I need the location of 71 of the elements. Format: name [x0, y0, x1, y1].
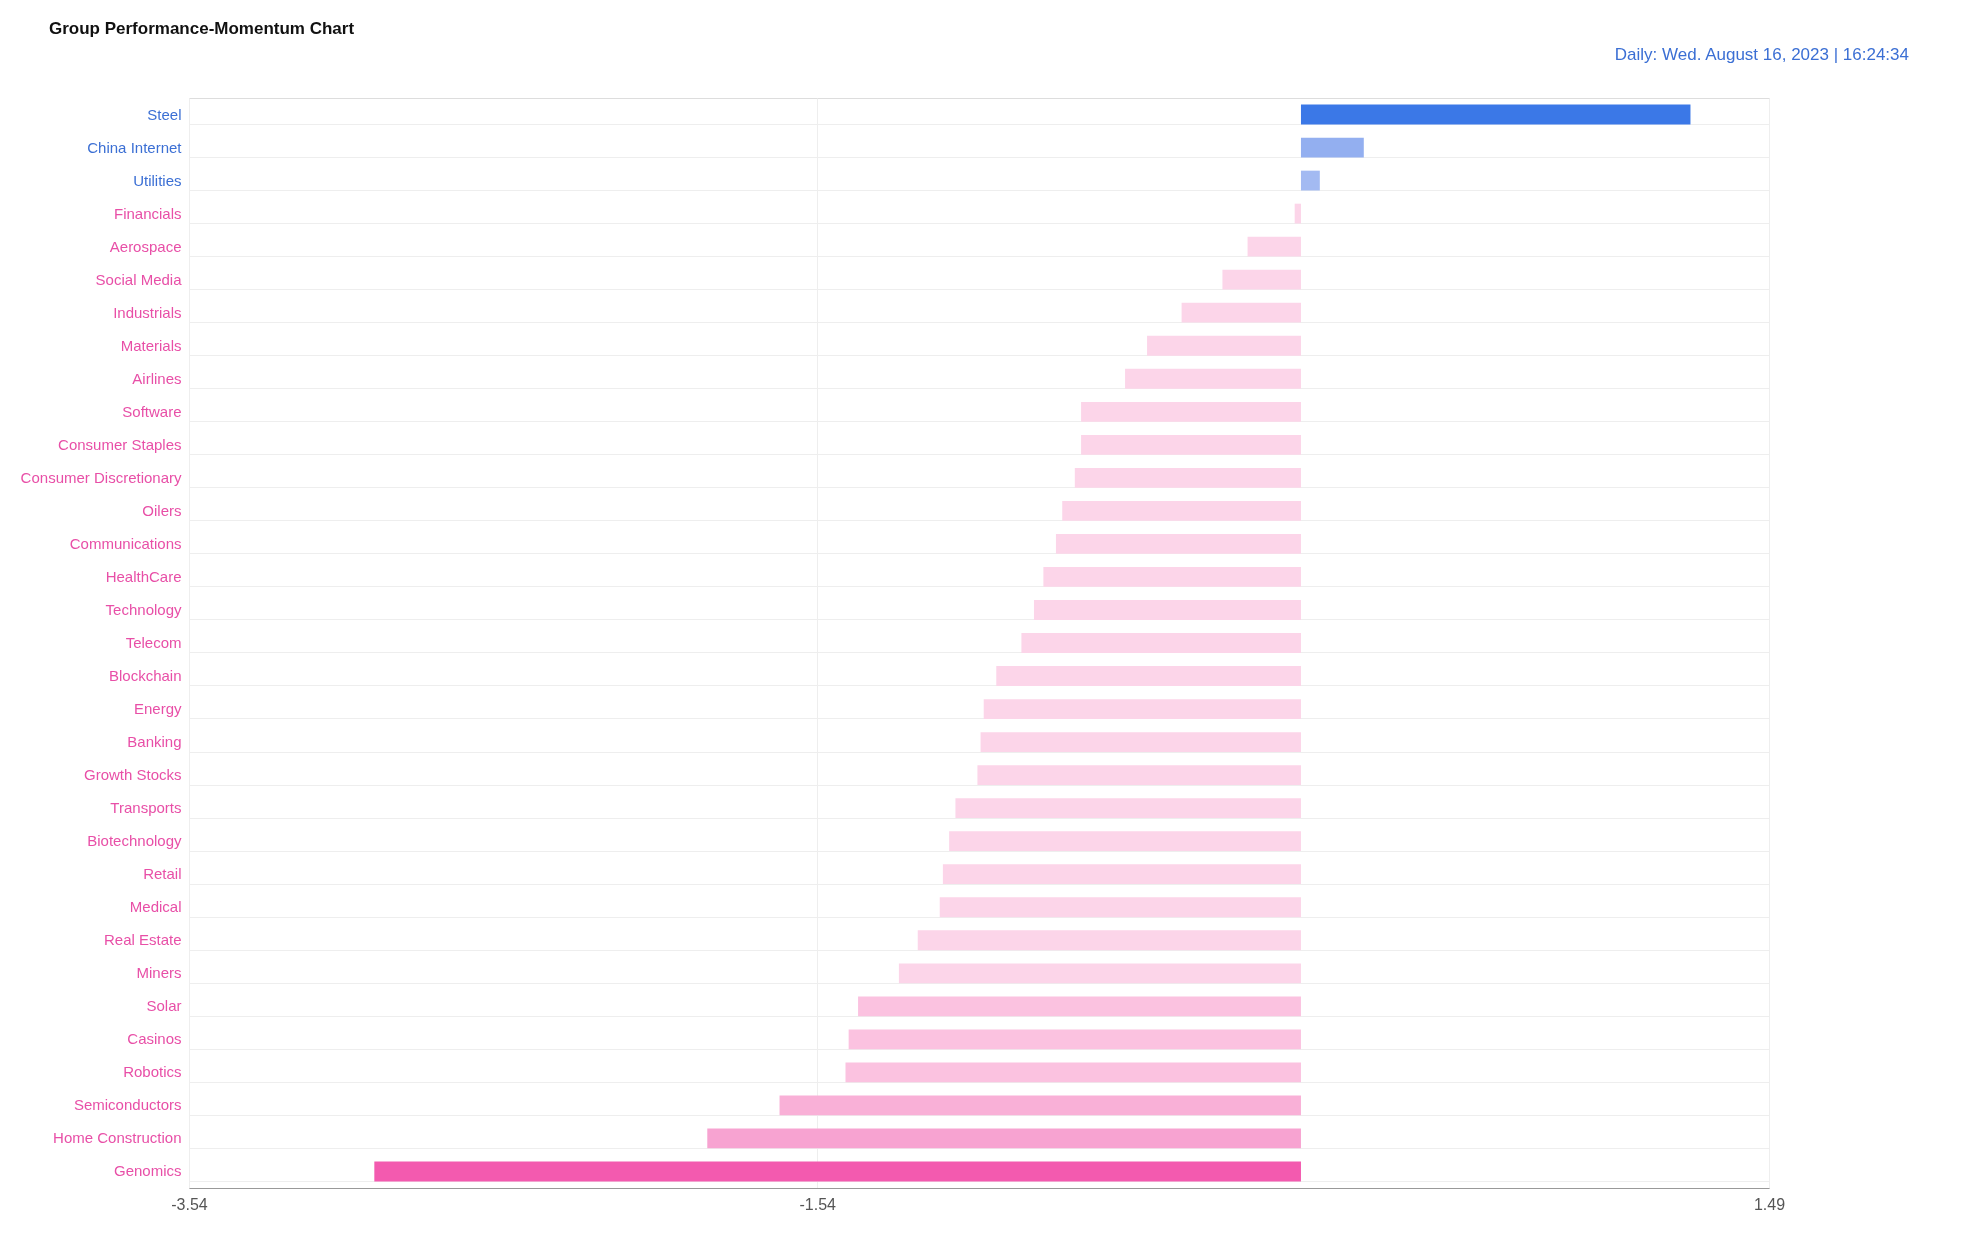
bar	[1062, 500, 1301, 521]
y-tick-label: China Internet	[87, 138, 183, 156]
y-tick-label: Growth Stocks	[83, 766, 182, 784]
y-tick-label: Industrials	[113, 303, 182, 321]
y-tick-label: Robotics	[123, 1063, 182, 1081]
bar	[1147, 335, 1301, 356]
bar	[1055, 534, 1301, 554]
bar	[845, 1062, 1301, 1083]
y-tick-label: HealthCare	[105, 567, 182, 585]
bar	[1247, 236, 1301, 257]
bar	[1043, 567, 1301, 587]
bar	[942, 864, 1301, 885]
y-tick-label: Banking	[127, 733, 182, 751]
bar	[1021, 633, 1301, 653]
y-tick-label: Miners	[136, 964, 182, 982]
y-tick-label: Genomics	[113, 1162, 182, 1180]
chart-subtitle: Daily: Wed. August 16, 2023 | 16:24:34	[1614, 45, 1909, 64]
y-tick-label: Real Estate	[103, 931, 182, 949]
bar	[1081, 401, 1301, 422]
bar	[1300, 104, 1691, 125]
bar	[1222, 269, 1301, 290]
y-tick-label: Solar	[146, 997, 182, 1015]
bar	[917, 930, 1301, 951]
y-tick-label: Consumer Discretionary	[20, 468, 182, 486]
y-tick-label: Semiconductors	[73, 1096, 182, 1114]
x-tick-label: -1.54	[799, 1195, 837, 1213]
bar	[898, 963, 1301, 984]
bar	[996, 666, 1301, 686]
y-tick-label: Materials	[120, 336, 182, 354]
bar	[1081, 434, 1301, 455]
bar	[949, 831, 1301, 852]
bar	[848, 1029, 1301, 1050]
y-tick-label: Home Construction	[53, 1129, 182, 1147]
y-tick-label: Social Media	[95, 270, 183, 288]
bar	[1294, 203, 1301, 224]
y-tick-label: Airlines	[132, 369, 182, 387]
bar	[955, 798, 1301, 819]
y-tick-label: Blockchain	[108, 667, 182, 685]
y-tick-label: Oilers	[142, 501, 182, 519]
y-tick-label: Casinos	[127, 1030, 182, 1048]
y-tick-label: Medical	[129, 898, 182, 916]
bar	[983, 699, 1301, 719]
chart-title: Group Performance-Momentum Chart	[49, 19, 355, 38]
bar	[1125, 368, 1301, 389]
y-tick-label: Telecom	[125, 634, 182, 651]
y-tick-label: Retail	[143, 865, 182, 883]
y-tick-label: Aerospace	[109, 237, 182, 255]
bar	[374, 1161, 1301, 1182]
bar	[1181, 302, 1301, 323]
bar	[980, 732, 1301, 752]
bar	[1300, 170, 1320, 191]
x-tick-label: 1.49	[1753, 1195, 1786, 1213]
y-tick-label: Utilities	[133, 171, 182, 189]
bar	[707, 1128, 1301, 1149]
y-tick-label: Software	[122, 402, 182, 420]
bar	[779, 1095, 1301, 1116]
bar	[1074, 467, 1301, 488]
bar	[1300, 137, 1364, 158]
y-tick-label: Biotechnology	[87, 832, 182, 850]
y-tick-label: Energy	[133, 700, 182, 718]
bar	[1033, 600, 1301, 620]
bar	[977, 765, 1301, 786]
bar	[939, 897, 1301, 918]
bar	[858, 996, 1301, 1017]
y-tick-label: Consumer Staples	[58, 435, 182, 453]
y-tick-label: Transports	[110, 799, 182, 817]
y-tick-label: Communications	[69, 534, 182, 552]
y-tick-label: Technology	[105, 600, 182, 618]
y-tick-label: Financials	[113, 204, 182, 222]
y-tick-label: Steel	[147, 105, 182, 123]
x-tick-label: -3.54	[171, 1195, 208, 1213]
